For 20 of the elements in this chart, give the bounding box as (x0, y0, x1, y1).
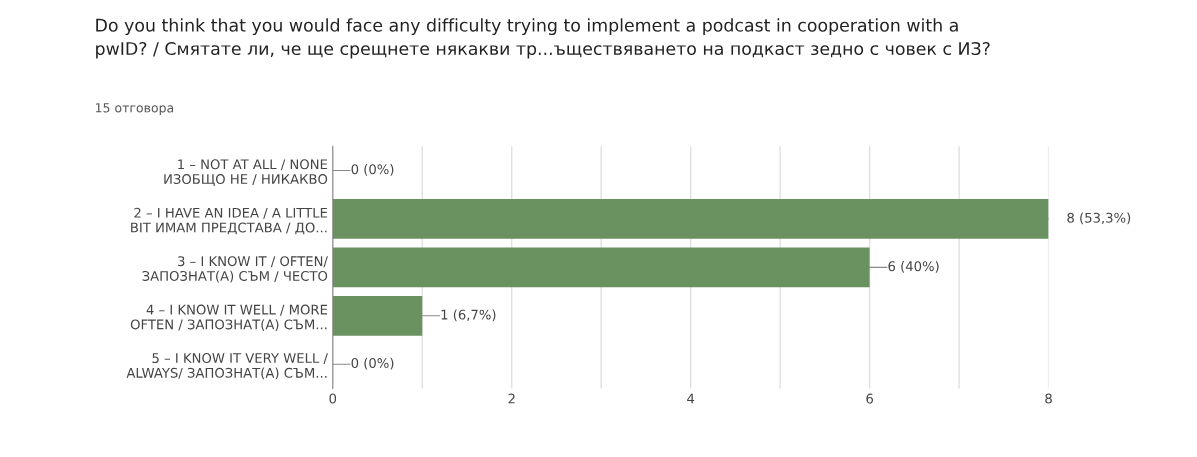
y-tick-label: 5 – I KNOW IT VERY WELL / ALWAYS/ ЗАПОЗНАТ(А) СЪМ... (126, 353, 328, 380)
bar (332, 247, 870, 288)
text: 15 отговора (95, 103, 174, 115)
y-tick-label: 3 – I KNOW IT / OFTEN/ ЗАПОЗНАТ(А) СЪМ / ЧЕСТО (142, 256, 328, 283)
y-tick-label: 4 – I KNOW IT WELL / MORE OFTEN / ЗАПОЗНАТ(А) СЪМ... (130, 304, 328, 331)
x-tick-label: 4 (687, 393, 695, 404)
data-label: 0 (0%) (351, 164, 394, 176)
x-tick-label: 2 (508, 393, 515, 404)
x-tick-label: 0 (329, 393, 337, 404)
data-label: 6 (40%) (888, 260, 939, 273)
bar (332, 295, 423, 336)
chart-title: Do you think that you would face any difficulty trying to implement a podcast in cooperation with a pwID? / Смятате ли, че ще срещнете някакви тр...ъществяването на подкаст зедно с човек с ИЗ? (96, 18, 990, 59)
y-tick-label: 2 – I HAVE AN IDEA / A LITTLE BIT ИМАМ ПРЕДСТАВА / ДО... (131, 207, 328, 235)
y-tick-label: 1 – NOT AT ALL / NONE ИЗОБЩО НЕ / НИКАКВО (164, 159, 328, 186)
x-tick-label: 6 (866, 393, 873, 404)
data-label: 0 (0%) (351, 357, 394, 370)
data-label: 1 (6,7%) (441, 309, 496, 322)
bar (332, 199, 1049, 239)
data-label: 8 (53,3%) (1067, 212, 1131, 225)
x-tick-label: 8 (1045, 393, 1052, 404)
